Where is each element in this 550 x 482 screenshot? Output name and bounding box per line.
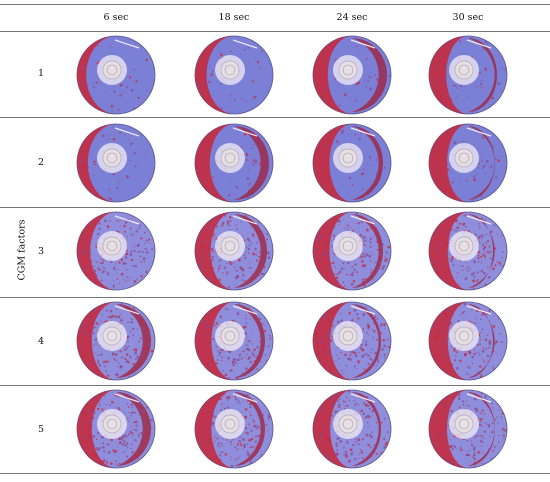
dish-image (427, 34, 509, 116)
row-label-5: 5 (38, 424, 45, 435)
petri-dish (194, 389, 274, 469)
row-label-4: 4 (38, 336, 45, 347)
row-label-3: 3 (38, 246, 45, 257)
petri-dish (312, 35, 392, 115)
petri-dish (194, 211, 274, 291)
column-header-18-sec: 18 sec (218, 12, 250, 23)
dish-image (311, 388, 393, 470)
petri-dish (76, 389, 156, 469)
petri-dish (428, 123, 508, 203)
dish-image (193, 388, 275, 470)
header-rule (0, 31, 550, 32)
dish-image (311, 300, 393, 382)
petri-dish (194, 123, 274, 203)
dish-image (427, 388, 509, 470)
petri-dish (428, 35, 508, 115)
column-header-24-sec: 24 sec (336, 12, 368, 23)
row-separator (0, 385, 550, 386)
dish-image (427, 300, 509, 382)
dish-image (427, 210, 509, 292)
petri-dish (428, 211, 508, 291)
petri-dish (428, 301, 508, 381)
dish-image (311, 210, 393, 292)
dish-image (193, 300, 275, 382)
dish-image (75, 388, 157, 470)
petri-dish (312, 211, 392, 291)
dish-image (75, 34, 157, 116)
bottom-rule (0, 473, 550, 474)
row-separator (0, 207, 550, 208)
petri-dish (312, 389, 392, 469)
petri-dish (312, 123, 392, 203)
top-rule (0, 4, 550, 5)
row-header-label: CGM factors (16, 219, 28, 280)
dish-image (75, 300, 157, 382)
dish-image (193, 210, 275, 292)
petri-dish (194, 35, 274, 115)
dish-image (75, 122, 157, 204)
petri-dish (76, 123, 156, 203)
petri-dish (76, 35, 156, 115)
dish-image (427, 122, 509, 204)
column-header-6-sec: 6 sec (103, 12, 129, 23)
dish-image (193, 122, 275, 204)
row-label-1: 1 (38, 68, 45, 79)
petri-dish (428, 389, 508, 469)
column-header-30-sec: 30 sec (452, 12, 484, 23)
row-separator (0, 297, 550, 298)
row-label-2: 2 (38, 157, 45, 168)
row-header-label-text: CGM factors (16, 219, 28, 281)
petri-dish (194, 301, 274, 381)
row-separator (0, 117, 550, 118)
petri-dish (76, 301, 156, 381)
dish-image (311, 122, 393, 204)
petri-dish (76, 211, 156, 291)
dish-image (311, 34, 393, 116)
dish-image (75, 210, 157, 292)
dish-image (193, 34, 275, 116)
petri-dish (312, 301, 392, 381)
